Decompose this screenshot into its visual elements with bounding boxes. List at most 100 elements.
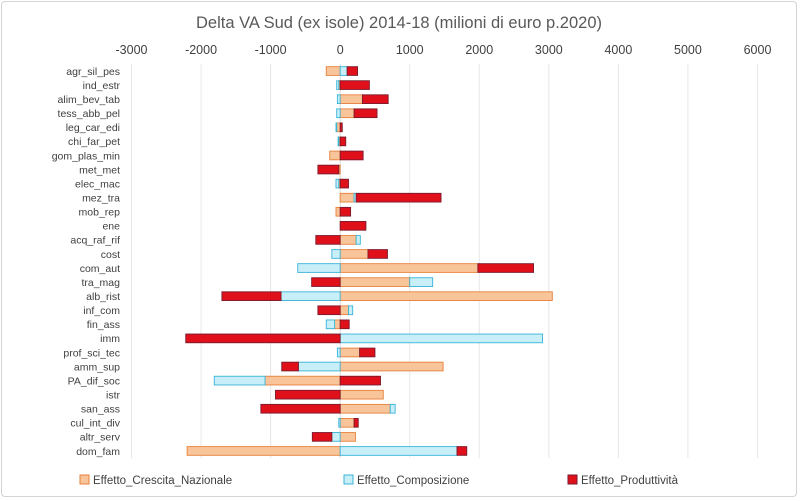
x-tick-label: -1000 [255,43,287,57]
bar-prof_sci_tec-2 [359,347,376,358]
bar-agr_sil_pes-1 [339,66,348,76]
bar-altr_serv-0 [339,432,356,442]
bar-gom_plas_min-2 [339,150,364,161]
bar-ene-2 [339,221,367,231]
legend-swatch [567,474,578,485]
bar-prof_sci_tec-0 [339,347,361,358]
bar-acq_raf_rif-2 [315,235,341,245]
bar-agr_sil_pes-2 [346,66,359,76]
bar-istr-0 [339,389,384,400]
category-label: mez_tra [82,192,120,204]
bar-san_ass-0 [339,403,391,414]
bar-tra_mag-0 [339,277,411,287]
x-tick-label: 1000 [396,43,424,57]
category-label: amm_sup [74,361,120,373]
gridlines [131,64,758,458]
category-label: met_met [79,164,120,176]
category-label: tra_mag [81,277,120,289]
bar-PA_dif_soc-0 [264,375,341,386]
legend: Effetto_Crescita_Nazionale Effetto_Compos… [79,474,679,487]
category-label: altr_serv [80,432,121,444]
category-label: acq_raf_rif [70,235,120,247]
bar-agr_sil_pes-0 [325,66,341,76]
bar-alim_bev_tab-1 [336,94,341,104]
bar-mob_rep-2 [339,206,352,217]
x-tick-label: 0 [337,43,344,57]
bar-amm_sup-2 [281,361,299,372]
category-label: tess_abb_pel [58,108,120,120]
bar-cost-1 [331,249,341,259]
bar-ind_estr-2 [339,80,370,90]
x-tick-label: 6000 [744,43,772,57]
bar-tess_abb_pel-1 [336,108,341,119]
category-labels: agr_sil_pes ind_estr alim_bev_tab tess_abb_… [52,66,121,458]
bar-alb_rist-1 [280,291,341,301]
bar-inf_com-2 [317,305,341,316]
bar-ind_estr-1 [336,80,340,90]
legend-item: Effetto_Crescita_Nazionale [79,474,232,487]
bar-elec_mac-2 [339,178,349,189]
category-label: dom_fam [76,446,120,458]
bar-chi_far_pet-1 [337,136,340,147]
legend-label: Effetto_Produttività [581,475,679,487]
bar-inf_com-1 [348,305,354,316]
category-label: imm [100,333,120,345]
legend-item: Effetto_Produttività [567,474,679,487]
bar-istr-2 [275,389,341,400]
bar-inf_com-0 [339,305,349,316]
bar-mob_rep-0 [335,206,341,217]
bar-cul_int_div-0 [339,418,355,428]
bar-PA_dif_soc-1 [213,375,266,386]
bar-tra_mag-1 [409,277,434,287]
bar-altr_serv-2 [311,432,333,442]
category-label: gom_plas_min [52,150,120,162]
bar-elec_mac-1 [335,178,340,189]
x-tick-label: -2000 [185,43,217,57]
category-label: istr [106,389,121,401]
bar-mez_tra-0 [339,192,355,203]
category-label: com_aut [80,263,120,275]
bar-alb_rist-0 [339,291,553,301]
bar-tess_abb_pel-2 [353,108,378,119]
category-label: ene [102,221,120,233]
bar-gom_plas_min-0 [329,150,341,161]
x-tick-labels: -3000 -2000 -1000 0 1000 2000 3000 4000 5000 6000 [116,43,772,57]
category-label: alb_rist [86,291,120,303]
category-label: alim_bev_tab [58,94,121,106]
bar-leg_car_edi-0 [336,122,341,133]
bar-chi_far_pet-2 [339,136,347,147]
legend-swatch [79,474,90,485]
category-label: cul_int_div [70,418,120,430]
bar-mez_tra-2 [355,192,442,203]
bar-dom_fam-1 [339,446,458,456]
bar-amm_sup-1 [297,361,341,372]
category-label: elec_mac [75,178,120,190]
bar-alim_bev_tab-2 [361,94,389,104]
category-label: chi_far_pet [68,136,120,148]
category-label: mob_rep [79,207,121,219]
bar-imm-2 [185,333,341,344]
chart-title: Delta VA Sud (ex isole) 2014-18 (milioni… [196,14,602,32]
bar-san_ass-1 [389,403,396,414]
category-label: agr_sil_pes [66,66,120,78]
bar-alim_bev_tab-0 [339,94,363,104]
category-label: prof_sci_tec [63,347,120,359]
bar-com_aut-1 [297,263,341,273]
bar-fin_ass-2 [339,319,350,330]
legend-item: Effetto_Composizione [343,474,469,487]
bar-imm-1 [339,333,544,344]
x-tick-label: -3000 [116,43,148,57]
bar-leg_car_edi-1 [335,122,338,133]
category-label: ind_estr [83,80,121,92]
bar-leg_car_edi-2 [339,122,343,133]
category-label: leg_car_edi [66,122,120,134]
bars [185,66,553,456]
bar-altr_serv-1 [331,432,341,442]
x-tick-label: 4000 [604,43,632,57]
x-tick-label: 3000 [535,43,563,57]
bar-amm_sup-0 [339,361,444,372]
legend-label: Effetto_Crescita_Nazionale [93,475,232,487]
bar-dom_fam-0 [186,446,341,456]
